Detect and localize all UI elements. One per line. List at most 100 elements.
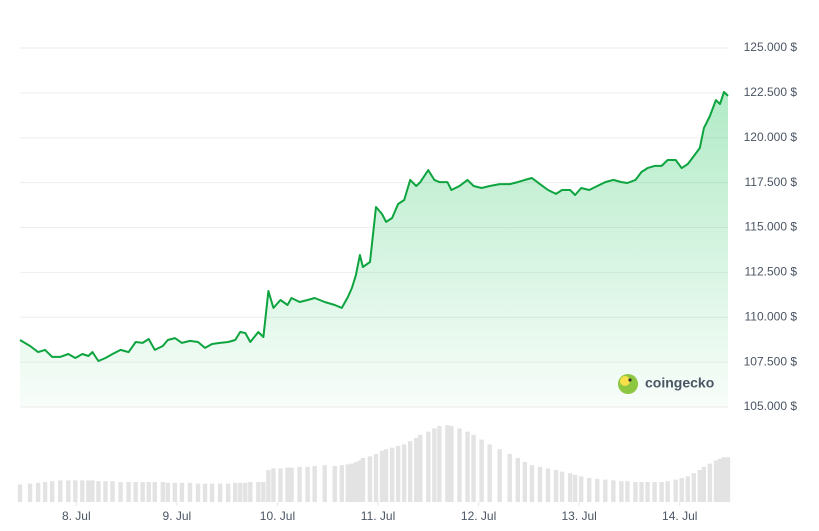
x-tick-label: 11. Jul — [361, 509, 395, 523]
volume-bar — [725, 457, 731, 502]
volume-bar — [195, 483, 201, 502]
volume-bar — [645, 482, 650, 502]
volume-bar — [238, 482, 243, 502]
volume-bar — [278, 468, 283, 502]
volume-bar — [572, 474, 578, 502]
volume-bar — [587, 478, 592, 502]
volume-bar — [487, 444, 492, 502]
x-tick-label: 14. Jul — [662, 509, 697, 523]
volume-bar — [685, 476, 690, 502]
volume-bar — [633, 482, 638, 502]
y-tick-label: 110.000 $ — [745, 309, 798, 323]
volume-bar — [567, 473, 573, 502]
volume-bar — [80, 480, 85, 502]
volume-bar — [332, 466, 337, 502]
volume-bar — [652, 482, 657, 502]
volume-bar — [118, 482, 123, 502]
volume-bar — [90, 480, 95, 502]
volume-bar — [86, 480, 91, 502]
volume-bar — [289, 467, 294, 502]
volume-bar — [639, 482, 644, 502]
volume-bar — [611, 480, 616, 502]
volume-bar — [17, 484, 23, 502]
y-tick-label: 117.500 $ — [745, 175, 798, 189]
volume-bar — [209, 483, 215, 502]
volume-bar — [322, 465, 327, 502]
volume-bar — [414, 438, 419, 502]
volume-bar — [305, 466, 310, 502]
volume-bar — [96, 481, 101, 502]
volume-bar — [437, 426, 442, 502]
volume-bar — [225, 483, 231, 502]
volume-bar — [73, 480, 78, 502]
logo-icon — [620, 376, 630, 386]
volume-bar — [383, 449, 389, 502]
volume-bar — [691, 473, 697, 502]
volume-bar — [559, 471, 565, 502]
volume-bar — [126, 482, 131, 502]
volume-bar — [603, 479, 608, 502]
volume-bar — [578, 476, 584, 502]
volume-bar — [457, 428, 462, 502]
volume-bar — [395, 446, 401, 502]
volume-bar — [522, 462, 528, 502]
volume-bar — [27, 483, 33, 502]
volume-bar — [445, 425, 450, 502]
volume-bar — [717, 458, 723, 502]
volume-bar — [49, 481, 55, 502]
watermark-text: coingecko — [645, 375, 714, 391]
volume-bar — [339, 465, 345, 502]
y-tick-label: 122.500 $ — [744, 85, 798, 99]
volume-bar — [140, 482, 145, 502]
volume-bar — [360, 458, 366, 502]
volume-bar — [379, 450, 385, 502]
volume-bar — [256, 482, 261, 502]
volume-bar — [713, 460, 719, 502]
volume-bar — [312, 466, 317, 502]
volume-bar — [217, 483, 223, 502]
volume-bar — [515, 458, 521, 502]
volume-bar — [401, 444, 407, 502]
volume-bar — [497, 449, 502, 502]
volume-bar — [172, 482, 178, 502]
volume-bar — [507, 454, 512, 502]
volume-bar — [160, 482, 166, 502]
volume-bar — [35, 482, 41, 502]
volume-bar — [357, 460, 363, 502]
volume-bar — [479, 439, 484, 502]
volume-bar — [261, 482, 266, 502]
volume-bar — [707, 463, 713, 502]
volume-bar — [285, 467, 290, 502]
volume-bar — [152, 482, 157, 502]
volume-bar — [697, 470, 703, 502]
x-tick-label: 13. Jul — [561, 509, 596, 523]
volume-bar — [103, 481, 108, 502]
x-tick-label: 12. Jul — [461, 509, 496, 523]
volume-bar — [619, 481, 624, 502]
y-tick-label: 115.000 $ — [745, 220, 798, 234]
volume-bar — [133, 482, 138, 502]
volume-bar — [529, 465, 535, 502]
volume-bar — [545, 468, 551, 502]
volume-bar — [58, 480, 63, 502]
volume-bar — [408, 441, 413, 502]
volume-bar — [471, 434, 476, 502]
volume-bar — [465, 431, 470, 502]
volume-bar — [449, 426, 454, 502]
y-tick-label: 125.000 $ — [744, 40, 798, 54]
volume-bar — [432, 428, 437, 502]
price-area — [20, 92, 728, 407]
volume-bar — [701, 466, 707, 502]
volume-bar — [595, 478, 600, 502]
volume-bar — [537, 466, 543, 502]
volume-bar — [179, 482, 185, 502]
volume-bar — [233, 482, 238, 502]
volume-bar — [266, 470, 271, 502]
volume-bar — [271, 468, 276, 502]
volume-bar — [389, 447, 395, 502]
logo-icon — [628, 378, 632, 382]
volume-bar — [248, 482, 253, 502]
y-tick-label: 120.000 $ — [744, 130, 798, 144]
volume-bar — [353, 462, 359, 502]
volume-bar — [625, 481, 630, 502]
